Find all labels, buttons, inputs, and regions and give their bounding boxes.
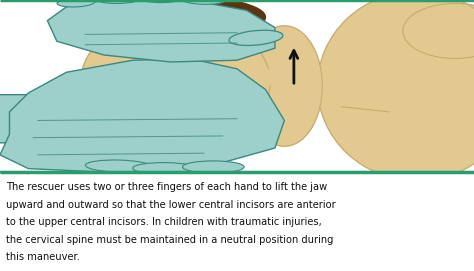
Ellipse shape bbox=[85, 160, 152, 172]
Text: to the upper central incisors. In children with traumatic injuries,: to the upper central incisors. In childr… bbox=[6, 217, 321, 227]
Ellipse shape bbox=[246, 26, 322, 146]
Text: this maneuver.: this maneuver. bbox=[6, 252, 80, 262]
Polygon shape bbox=[47, 0, 275, 62]
Ellipse shape bbox=[118, 133, 213, 163]
Ellipse shape bbox=[318, 0, 474, 181]
Ellipse shape bbox=[403, 4, 474, 59]
Ellipse shape bbox=[254, 70, 277, 85]
Ellipse shape bbox=[85, 0, 265, 39]
Ellipse shape bbox=[182, 0, 225, 4]
Ellipse shape bbox=[229, 30, 283, 46]
Text: upward and outward so that the lower central incisors are anterior: upward and outward so that the lower cen… bbox=[6, 199, 336, 209]
Ellipse shape bbox=[57, 0, 95, 7]
Text: The rescuer uses two or three fingers of each hand to lift the jaw: The rescuer uses two or three fingers of… bbox=[6, 182, 327, 192]
Ellipse shape bbox=[133, 163, 199, 175]
FancyBboxPatch shape bbox=[0, 95, 33, 143]
Ellipse shape bbox=[140, 0, 182, 3]
Ellipse shape bbox=[182, 161, 244, 173]
Ellipse shape bbox=[81, 14, 270, 151]
Text: the cervical spine must be maintained in a neutral position during: the cervical spine must be maintained in… bbox=[6, 235, 333, 245]
Polygon shape bbox=[0, 59, 284, 172]
Ellipse shape bbox=[97, 0, 140, 4]
